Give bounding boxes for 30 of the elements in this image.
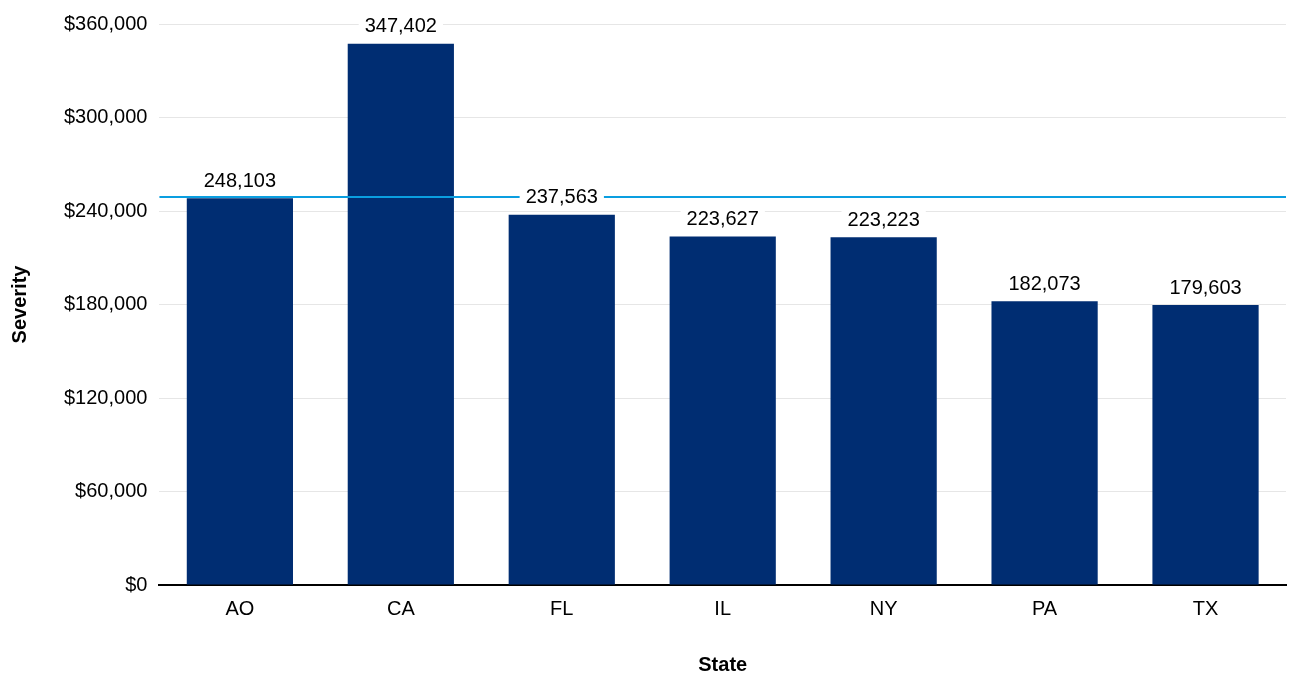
y-tick-label: $60,000 (75, 479, 148, 502)
bar (508, 214, 615, 585)
data-label: 223,223 (847, 207, 920, 230)
data-label: 237,563 (525, 185, 598, 208)
y-tick-label: $360,000 (64, 11, 148, 34)
y-tick-label: $300,000 (64, 105, 148, 128)
data-label: 179,603 (1169, 275, 1242, 298)
data-label: 223,627 (686, 207, 759, 230)
bar (991, 301, 1098, 585)
data-label: 347,402 (364, 14, 437, 37)
x-axis-title: State (698, 652, 748, 675)
x-tick-label: TX (1192, 596, 1219, 619)
y-tick-label: $0 (125, 572, 148, 595)
x-tick-label: PA (1031, 596, 1058, 619)
y-tick-label: $180,000 (64, 292, 148, 315)
bar (830, 237, 937, 585)
y-axis-title: Severity (7, 264, 30, 344)
bar (1152, 305, 1259, 585)
x-tick-label: AO (225, 596, 255, 619)
y-tick-label: $120,000 (64, 385, 148, 408)
bar (186, 198, 293, 585)
x-tick-label: FL (550, 596, 574, 619)
data-label: 182,073 (1008, 271, 1081, 294)
data-label: 248,103 (203, 168, 277, 191)
x-tick-label: CA (386, 596, 416, 619)
bar (669, 236, 776, 585)
y-tick-label: $240,000 (64, 198, 148, 221)
bar (347, 43, 454, 585)
x-tick-label: NY (869, 596, 898, 619)
x-tick-label: IL (714, 596, 732, 619)
